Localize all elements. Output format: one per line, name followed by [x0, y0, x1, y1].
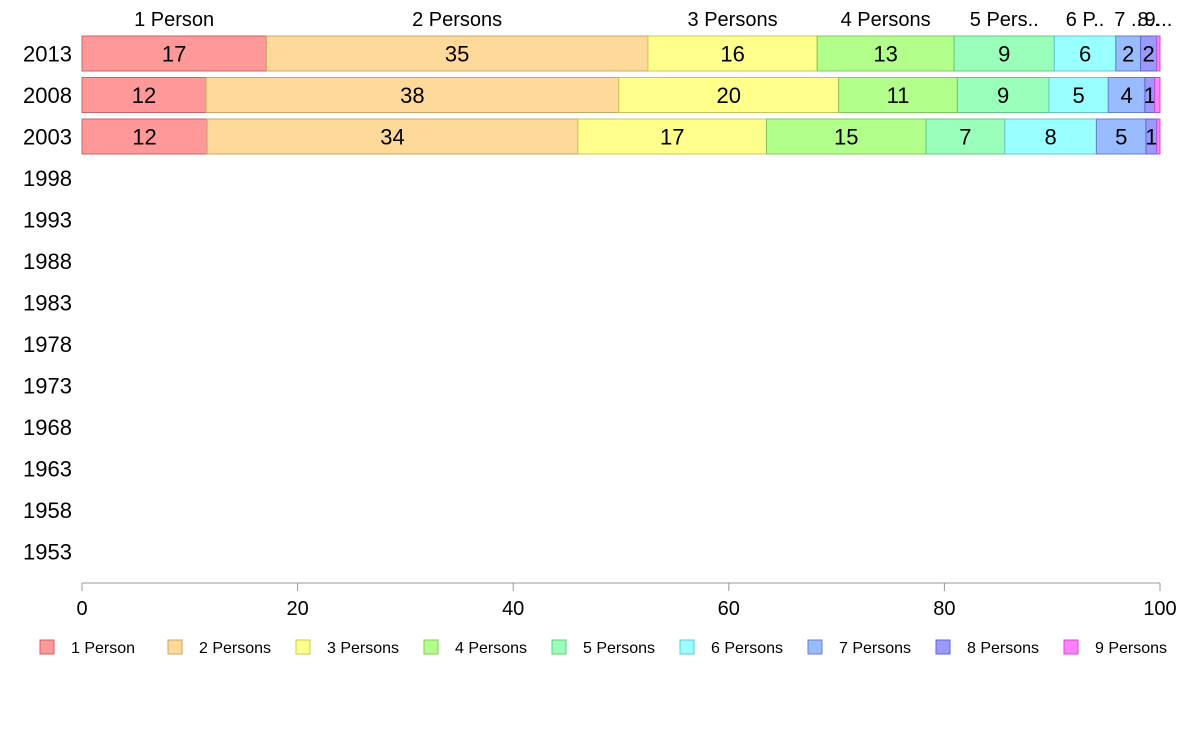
- data-label: 35: [445, 42, 469, 67]
- y-tick-label: 1973: [23, 374, 72, 399]
- y-tick-label: 1993: [23, 208, 72, 233]
- bar-segment: [1048, 77, 1109, 113]
- data-label: 17: [660, 125, 684, 150]
- segment-header-label: 3 Persons: [688, 9, 778, 31]
- bar-segment: [1156, 35, 1161, 72]
- bar-segment: [925, 118, 1006, 155]
- legend-swatch: [295, 639, 311, 655]
- y-tick-label: 1988: [23, 249, 72, 274]
- data-label: 8: [1044, 125, 1056, 150]
- data-label: 34: [380, 125, 404, 150]
- y-tick-label: 1958: [23, 498, 72, 523]
- data-label: 5: [1115, 125, 1127, 150]
- data-label: 5: [1072, 83, 1084, 108]
- segment-header-label: 2 Persons: [412, 9, 502, 31]
- legend-swatch: [39, 639, 55, 655]
- bar-segment: [81, 118, 208, 155]
- bar-segment: [577, 118, 768, 155]
- legend-label: 1 Person: [71, 640, 135, 657]
- y-tick-label: 1963: [23, 457, 72, 482]
- x-tick-label: 20: [286, 598, 308, 620]
- bar-segment: [1156, 118, 1161, 155]
- bar-segment: [766, 118, 927, 155]
- legend-swatch: [935, 639, 951, 655]
- x-axis: 0 20 40 60 80 100: [76, 582, 1177, 620]
- x-tick-label: 40: [502, 598, 524, 620]
- segment-header-labels: 1 Person 2 Persons 3 Persons 4 Persons 5 Per…: [134, 9, 1172, 31]
- bar-segment: [81, 77, 207, 113]
- legend-label: 8 Persons: [967, 640, 1039, 657]
- bar-segment: [1154, 77, 1161, 113]
- bar-segment: [206, 118, 579, 155]
- bar-segment: [205, 77, 620, 113]
- legend-swatch: [807, 639, 823, 655]
- data-label: 1: [1144, 83, 1156, 108]
- data-label: 13: [873, 42, 897, 67]
- bar-segment: [816, 35, 955, 72]
- data-label: 9: [998, 42, 1010, 67]
- bar-segment: [953, 35, 1055, 72]
- data-label: 16: [720, 42, 744, 67]
- x-tick-label: 60: [718, 598, 740, 620]
- data-label: 2: [1143, 42, 1155, 67]
- data-label: 1: [1145, 125, 1157, 150]
- legend-swatch: [423, 639, 439, 655]
- legend-label: 3 Persons: [327, 640, 399, 657]
- bar-segment: [1053, 35, 1117, 72]
- legend-label: 9 Persons: [1095, 640, 1167, 657]
- data-label: 38: [400, 83, 424, 108]
- bar-segment: [838, 77, 958, 113]
- segment-header-label: 4 Persons: [841, 9, 931, 31]
- data-label: 4: [1120, 83, 1132, 108]
- legend-swatch: [167, 639, 183, 655]
- data-label: 15: [834, 125, 858, 150]
- bar-segment: [618, 77, 840, 113]
- data-label: 9: [997, 83, 1009, 108]
- x-tick-label: 80: [933, 598, 955, 620]
- segment-header-label: 1 Person: [134, 9, 214, 31]
- legend-swatch: [551, 639, 567, 655]
- legend-label: 7 Persons: [839, 640, 911, 657]
- segment-header-label: 8..: [1138, 9, 1160, 31]
- data-label: 7: [959, 125, 971, 150]
- y-tick-label: 1998: [23, 166, 72, 191]
- bar-segment: [1107, 77, 1146, 113]
- y-tick-label: 2013: [23, 42, 72, 67]
- y-tick-label: 1978: [23, 332, 72, 357]
- bar-segment: [1115, 35, 1142, 72]
- bar-segment: [647, 35, 818, 72]
- y-tick-label: 2008: [23, 83, 72, 108]
- data-label: 17: [162, 42, 186, 67]
- legend: 1 Person 2 Persons 3 Persons 4 Persons 5 Per…: [39, 639, 1167, 657]
- legend-swatch: [1063, 639, 1079, 655]
- legend-label: 2 Persons: [199, 640, 271, 657]
- legend-label: 6 Persons: [711, 640, 783, 657]
- y-axis: 2013 2008 2003 1998 1993 1988 1983 1978 1973 1968…: [23, 42, 72, 565]
- segment-header-label: 7 ..: [1114, 9, 1142, 31]
- legend-label: 5 Persons: [583, 640, 655, 657]
- y-tick-label: 1968: [23, 415, 72, 440]
- x-tick-label: 100: [1143, 598, 1176, 620]
- y-tick-label: 1953: [23, 540, 72, 565]
- data-label: 2: [1122, 42, 1134, 67]
- bar-segment: [81, 35, 267, 72]
- y-tick-label: 2003: [23, 125, 72, 150]
- legend-swatch: [679, 639, 695, 655]
- x-tick-label: 0: [76, 598, 87, 620]
- bars-area: 17 35 16 13 9 6 2 212 38 20 11 9 5 4 112 34 17 15 7 8 5 1: [81, 35, 1161, 155]
- data-label: 11: [887, 83, 910, 108]
- legend-label: 4 Persons: [455, 640, 527, 657]
- segment-header-label: 6 P..: [1066, 9, 1105, 31]
- bar-segment: [1004, 118, 1097, 155]
- segment-header-label: 9...: [1144, 9, 1172, 31]
- data-label: 12: [132, 125, 156, 150]
- data-label: 12: [132, 83, 156, 108]
- y-tick-label: 1983: [23, 291, 72, 316]
- segment-header-label: 5 Pers..: [970, 9, 1039, 31]
- data-label: 6: [1079, 42, 1091, 67]
- data-label: 20: [717, 83, 741, 108]
